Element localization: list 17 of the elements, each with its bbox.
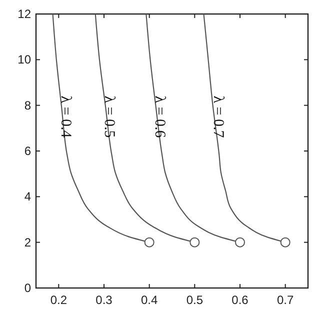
annotation: λ = 0.7 — [210, 96, 226, 138]
x-tick-label: 0.2 — [50, 293, 68, 307]
annotation: λ = 0.4 — [57, 96, 74, 138]
y-tick-label: 4 — [24, 190, 32, 204]
y-tick-label: 12 — [18, 7, 32, 21]
y-tick-label: 0 — [24, 281, 32, 295]
y-tick-label: 10 — [18, 52, 32, 67]
annotation: λ = 0.6 — [151, 96, 168, 138]
x-tick-label: 0.6 — [232, 293, 249, 307]
y-tick-label: 2 — [24, 235, 32, 250]
x-tick-label: 0.5 — [186, 293, 204, 307]
y-tick-label: 6 — [24, 144, 32, 158]
annotation: λ = 0.5 — [100, 96, 117, 138]
x-tick-label: 0.7 — [276, 293, 294, 307]
x-tick-label: 0.4 — [140, 293, 158, 307]
x-tick-label: 0.3 — [96, 293, 113, 307]
y-tick-label: 8 — [24, 98, 32, 112]
